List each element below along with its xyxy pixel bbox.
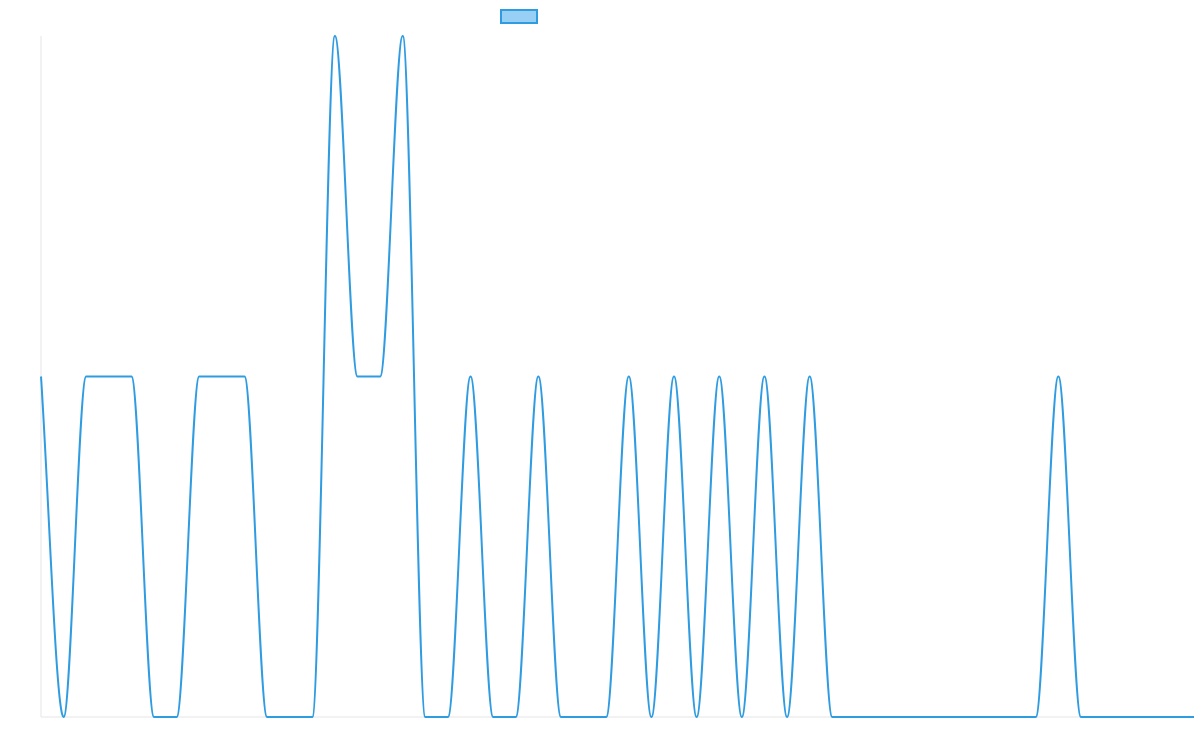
data-point[interactable] [739, 714, 745, 720]
data-point[interactable] [264, 714, 270, 720]
data-point[interactable] [287, 714, 293, 720]
data-point[interactable] [422, 714, 428, 720]
data-point[interactable] [603, 714, 609, 720]
data-point[interactable] [38, 374, 44, 380]
data-point[interactable] [829, 714, 835, 720]
data-point[interactable] [988, 714, 994, 720]
data-point[interactable] [106, 374, 112, 380]
data-point[interactable] [942, 714, 948, 720]
data-point[interactable] [852, 714, 858, 720]
data-point[interactable] [1101, 714, 1107, 720]
data-point[interactable] [920, 714, 926, 720]
data-point[interactable] [648, 714, 654, 720]
data-point[interactable] [513, 714, 519, 720]
data-point[interactable] [716, 374, 722, 380]
data-point[interactable] [151, 714, 157, 720]
data-point[interactable] [671, 374, 677, 380]
data-point[interactable] [241, 374, 247, 380]
data-point[interactable] [1078, 714, 1084, 720]
data-point[interactable] [1191, 714, 1197, 720]
data-point[interactable] [1010, 714, 1016, 720]
data-point[interactable] [196, 374, 202, 380]
data-point[interactable] [581, 714, 587, 720]
data-point[interactable] [219, 374, 225, 380]
data-point[interactable] [309, 714, 315, 720]
data-point[interactable] [355, 374, 361, 380]
data-point[interactable] [1033, 714, 1039, 720]
data-point[interactable] [490, 714, 496, 720]
legend-swatch[interactable] [500, 9, 538, 24]
data-point[interactable] [377, 374, 383, 380]
data-point[interactable] [128, 374, 134, 380]
data-point[interactable] [1055, 374, 1061, 380]
data-point[interactable] [1123, 714, 1129, 720]
data-point[interactable] [332, 33, 338, 39]
data-point[interactable] [445, 714, 451, 720]
data-point[interactable] [468, 374, 474, 380]
data-point[interactable] [694, 714, 700, 720]
series-line-0 [40, 34, 1194, 719]
data-point[interactable] [965, 714, 971, 720]
data-point[interactable] [807, 374, 813, 380]
data-point[interactable] [784, 714, 790, 720]
data-point[interactable] [535, 374, 541, 380]
data-point[interactable] [1146, 714, 1152, 720]
data-point[interactable] [626, 374, 632, 380]
data-point[interactable] [83, 374, 89, 380]
data-point[interactable] [174, 714, 180, 720]
data-point[interactable] [1168, 714, 1174, 720]
data-point[interactable] [761, 374, 767, 380]
data-point[interactable] [897, 714, 903, 720]
data-point[interactable] [874, 714, 880, 720]
data-point[interactable] [400, 33, 406, 39]
data-point[interactable] [558, 714, 564, 720]
data-point[interactable] [61, 714, 67, 720]
